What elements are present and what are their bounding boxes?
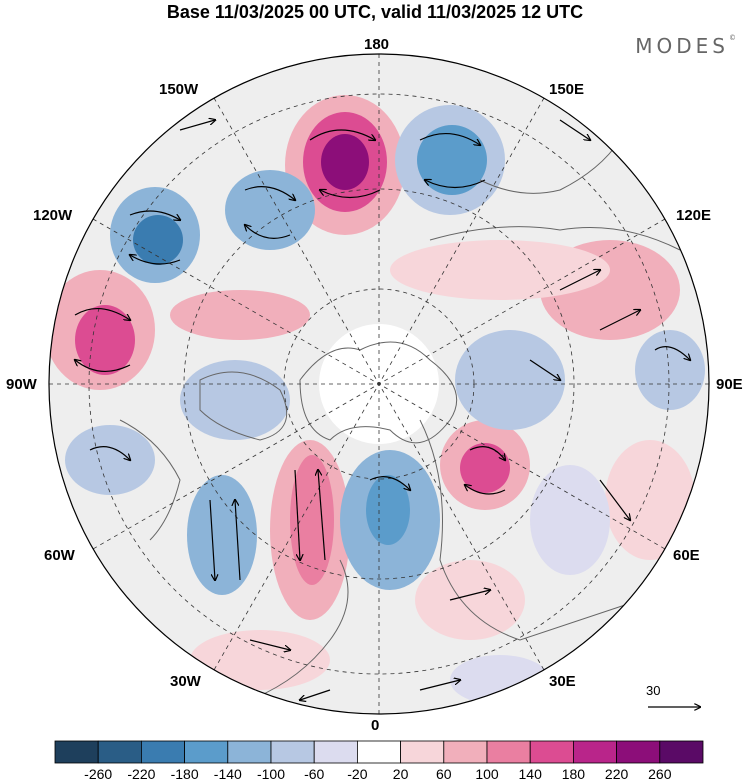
colorbar-tick-label: -260 bbox=[84, 766, 113, 782]
brand-mark: © bbox=[729, 34, 736, 42]
brand-text: MODES bbox=[635, 34, 729, 58]
modes-logo: MODES© bbox=[635, 34, 736, 58]
colorbar-tick-label: -180 bbox=[170, 766, 199, 782]
colorbar-tick-label: -220 bbox=[127, 766, 156, 782]
lon-label-150w: 150W bbox=[159, 81, 199, 98]
lon-label-150e: 150E bbox=[549, 81, 585, 98]
negative-anomalies bbox=[65, 105, 705, 705]
colorbar-tick-label: 20 bbox=[392, 766, 409, 782]
lon-label-30e: 30E bbox=[549, 673, 576, 690]
colorbar-swatch bbox=[54, 740, 99, 764]
wind-vectors bbox=[75, 120, 690, 700]
lon-label-90w: 90W bbox=[6, 376, 37, 393]
colorbar-swatch bbox=[141, 740, 186, 764]
lon-label-60w: 60W bbox=[44, 547, 75, 564]
colorbar-tick-label: -20 bbox=[347, 766, 368, 782]
colorbar-swatch bbox=[356, 740, 401, 764]
colorbar-tick-label: 60 bbox=[436, 766, 452, 782]
colorbar-swatch bbox=[313, 740, 358, 764]
colorbar-swatch bbox=[270, 740, 315, 764]
coastlines bbox=[119, 139, 681, 701]
colorbar-tick-label: 140 bbox=[518, 766, 542, 782]
colorbar-swatch bbox=[97, 740, 142, 764]
colorbar-tick-label: -100 bbox=[256, 766, 286, 782]
lon-label-120w: 120W bbox=[33, 207, 73, 224]
lon-label-120e: 120E bbox=[676, 207, 712, 224]
colorbar-swatch bbox=[443, 740, 488, 764]
colorbar-swatch bbox=[227, 740, 272, 764]
colorbar-swatch bbox=[184, 740, 229, 764]
colorbar-tick-label: -60 bbox=[304, 766, 325, 782]
colorbar-tick-label: 180 bbox=[561, 766, 586, 782]
colorbar bbox=[54, 740, 704, 764]
colorbar-swatch bbox=[616, 740, 661, 764]
colorbar-tick-label: 100 bbox=[475, 766, 499, 782]
lon-label-60e: 60E bbox=[673, 547, 700, 564]
lon-label-180: 180 bbox=[364, 36, 390, 53]
reference-vector-label: 30 bbox=[646, 683, 661, 698]
colorbar-swatch bbox=[529, 740, 574, 764]
polar-map bbox=[48, 53, 710, 715]
colorbar-tick-label: 260 bbox=[648, 766, 672, 782]
positive-anomalies bbox=[49, 95, 695, 690]
map-border bbox=[48, 53, 710, 715]
map-title: Base 11/03/2025 00 UTC, valid 11/03/2025… bbox=[166, 2, 584, 22]
colorbar-swatch bbox=[659, 740, 704, 764]
colorbar-swatch bbox=[486, 740, 531, 764]
lon-label-90e: 90E bbox=[716, 376, 743, 393]
colorbar-tick-label: -140 bbox=[213, 766, 242, 782]
colorbar-swatch bbox=[400, 740, 445, 764]
lon-label-30w: 30W bbox=[170, 673, 201, 690]
colorbar-tick-label: 220 bbox=[604, 766, 629, 782]
lon-label-0: 0 bbox=[371, 717, 380, 734]
graticule bbox=[49, 54, 709, 714]
map-disk bbox=[49, 54, 709, 714]
colorbar-swatch bbox=[573, 740, 618, 764]
